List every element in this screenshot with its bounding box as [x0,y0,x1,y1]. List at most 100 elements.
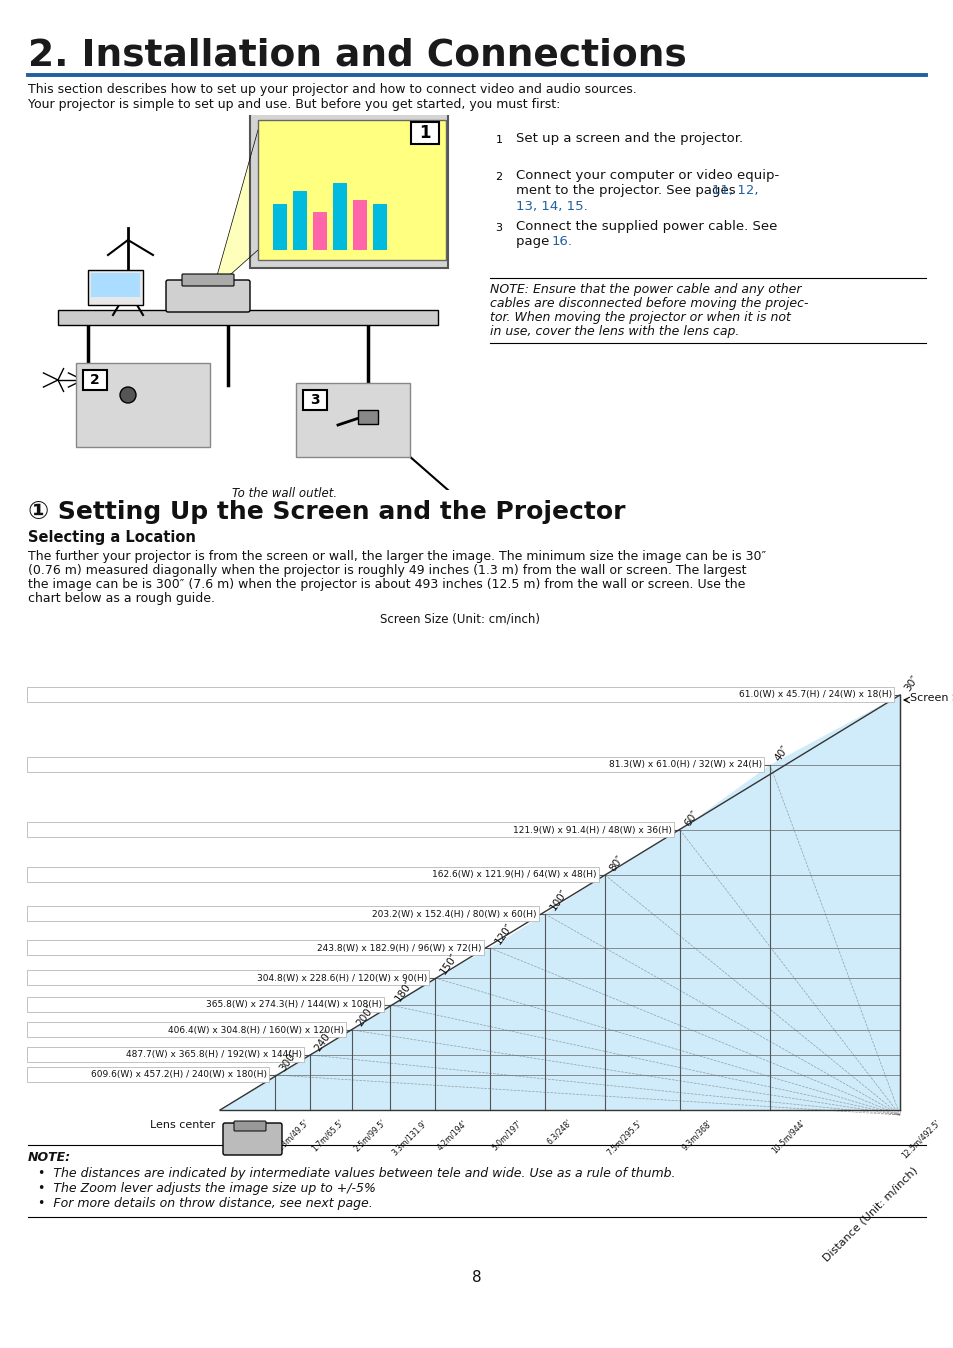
Polygon shape [769,696,899,1109]
FancyBboxPatch shape [27,1047,304,1062]
Text: tor. When moving the projector or when it is not: tor. When moving the projector or when i… [490,311,790,324]
FancyBboxPatch shape [233,1122,266,1131]
Text: 2.5m/99.5': 2.5m/99.5' [352,1117,387,1154]
Text: •  The distances are indicated by intermediate values between tele and wide. Use: • The distances are indicated by interme… [38,1167,675,1180]
Bar [333,183,347,249]
Circle shape [120,387,136,403]
Text: 100″: 100″ [547,887,569,913]
Text: (0.76 m) measured diagonally when the projector is roughly 49 inches (1.3 m) fro: (0.76 m) measured diagonally when the pr… [28,563,745,577]
Text: cables are disconnected before moving the projec-: cables are disconnected before moving th… [490,297,807,310]
Text: This section describes how to set up your projector and how to connect video and: This section describes how to set up you… [28,84,636,96]
Text: 30″: 30″ [902,674,920,693]
Text: Set up a screen and the projector.: Set up a screen and the projector. [516,132,742,146]
Text: 60″: 60″ [682,809,700,828]
Text: ment to the projector. See pages: ment to the projector. See pages [516,183,740,197]
Text: 200″: 200″ [355,1003,376,1029]
Bar [91,274,140,297]
FancyBboxPatch shape [182,274,233,286]
Text: 300″: 300″ [277,1047,299,1073]
Text: 5.0m/197': 5.0m/197' [490,1117,523,1151]
Text: Selecting a Location: Selecting a Location [28,530,195,545]
Text: 6.3/248': 6.3/248' [544,1117,573,1146]
Bar [58,310,437,325]
FancyBboxPatch shape [166,280,250,311]
FancyBboxPatch shape [27,940,483,954]
Text: 1: 1 [495,135,502,146]
Text: 4.2m/194': 4.2m/194' [435,1117,468,1151]
FancyBboxPatch shape [27,822,673,837]
FancyBboxPatch shape [27,1022,346,1037]
Text: ① Setting Up the Screen and the Projector: ① Setting Up the Screen and the Projecto… [28,500,625,524]
Bar [303,390,327,410]
Text: 80″: 80″ [607,853,625,874]
Text: 2: 2 [495,173,502,182]
Text: 7.5m/295.5': 7.5m/295.5' [604,1117,643,1157]
Bar [353,200,367,249]
Polygon shape [679,766,769,1109]
Text: 61.0(W) x 45.7(H) / 24(W) x 18(H): 61.0(W) x 45.7(H) / 24(W) x 18(H) [739,690,891,700]
Polygon shape [274,1055,310,1109]
Text: in use, cover the lens with the lens cap.: in use, cover the lens with the lens cap… [490,325,739,338]
Bar [357,410,377,425]
Bar [373,204,387,249]
Text: The further your projector is from the screen or wall, the larger the image. The: The further your projector is from the s… [28,550,765,563]
FancyBboxPatch shape [27,867,598,882]
Text: 304.8(W) x 228.6(H) / 120(W) x 90(H): 304.8(W) x 228.6(H) / 120(W) x 90(H) [256,973,427,983]
Text: 8: 8 [472,1270,481,1285]
Polygon shape [604,830,679,1109]
Text: Connect the supplied power cable. See: Connect the supplied power cable. See [516,220,777,233]
Polygon shape [310,1030,352,1109]
Text: 365.8(W) x 274.3(H) / 144(W) x 108(H): 365.8(W) x 274.3(H) / 144(W) x 108(H) [206,1000,381,1010]
Text: Screen Size (diagonal: inch): Screen Size (diagonal: inch) [909,693,953,704]
Text: 3.3m/131.9': 3.3m/131.9' [390,1117,428,1157]
Bar [293,191,307,249]
Text: 3: 3 [495,222,502,233]
FancyBboxPatch shape [27,687,893,702]
Text: chart below as a rough guide.: chart below as a rough guide. [28,592,214,605]
Text: 1.3m/49.5': 1.3m/49.5' [274,1117,310,1154]
FancyBboxPatch shape [27,1068,269,1082]
Text: 150″: 150″ [437,950,459,976]
Polygon shape [544,875,604,1109]
Text: To the wall outlet.: To the wall outlet. [233,487,337,500]
Text: 13, 14, 15.: 13, 14, 15. [516,200,587,213]
Text: the image can be is 300″ (7.6 m) when the projector is about 493 inches (12.5 m): the image can be is 300″ (7.6 m) when th… [28,578,744,590]
Text: 16.: 16. [552,235,573,248]
Polygon shape [435,948,490,1109]
Bar [83,369,107,390]
Text: 609.6(W) x 457.2(H) / 240(W) x 180(H): 609.6(W) x 457.2(H) / 240(W) x 180(H) [91,1070,267,1080]
Bar [313,212,327,249]
Bar [88,270,143,305]
Bar [411,123,438,144]
FancyBboxPatch shape [27,906,538,921]
Text: 1.7m/65.5': 1.7m/65.5' [310,1117,345,1154]
Text: Distance (Unit: m/inch): Distance (Unit: m/inch) [820,1165,918,1263]
Text: 11, 12,: 11, 12, [711,183,758,197]
Text: page: page [516,235,553,248]
Text: 10.5m/944': 10.5m/944' [769,1117,806,1155]
Text: 3: 3 [310,394,319,407]
FancyBboxPatch shape [27,998,384,1012]
Text: 487.7(W) x 365.8(H) / 192(W) x 144(H): 487.7(W) x 365.8(H) / 192(W) x 144(H) [126,1050,302,1060]
Polygon shape [257,120,446,260]
Text: Lens center: Lens center [150,1120,214,1130]
Text: 162.6(W) x 121.9(H) / 64(W) x 48(H): 162.6(W) x 121.9(H) / 64(W) x 48(H) [432,871,597,879]
Text: 240″: 240″ [313,1029,335,1053]
Text: 120″: 120″ [493,921,515,946]
Text: 1: 1 [418,124,431,142]
FancyBboxPatch shape [223,1123,282,1155]
Text: 203.2(W) x 152.4(H) / 80(W) x 60(H): 203.2(W) x 152.4(H) / 80(W) x 60(H) [372,910,537,918]
FancyBboxPatch shape [76,363,210,448]
Polygon shape [390,979,435,1109]
Text: 2. Installation and Connections: 2. Installation and Connections [28,38,686,74]
FancyBboxPatch shape [27,758,763,772]
Bar [273,204,287,249]
Text: Screen Size (Unit: cm/inch): Screen Size (Unit: cm/inch) [379,612,539,625]
Text: Connect your computer or video equip-: Connect your computer or video equip- [516,168,779,182]
Text: NOTE: Ensure that the power cable and any other: NOTE: Ensure that the power cable and an… [490,283,801,297]
Text: •  For more details on throw distance, see next page.: • For more details on throw distance, se… [38,1197,373,1211]
Text: •  The Zoom lever adjusts the image size up to +/-5%: • The Zoom lever adjusts the image size … [38,1182,375,1194]
Text: 81.3(W) x 61.0(H) / 32(W) x 24(H): 81.3(W) x 61.0(H) / 32(W) x 24(H) [608,760,761,770]
Text: Your projector is simple to set up and use. But before you get started, you must: Your projector is simple to set up and u… [28,98,559,111]
Text: 180″: 180″ [393,977,415,1003]
